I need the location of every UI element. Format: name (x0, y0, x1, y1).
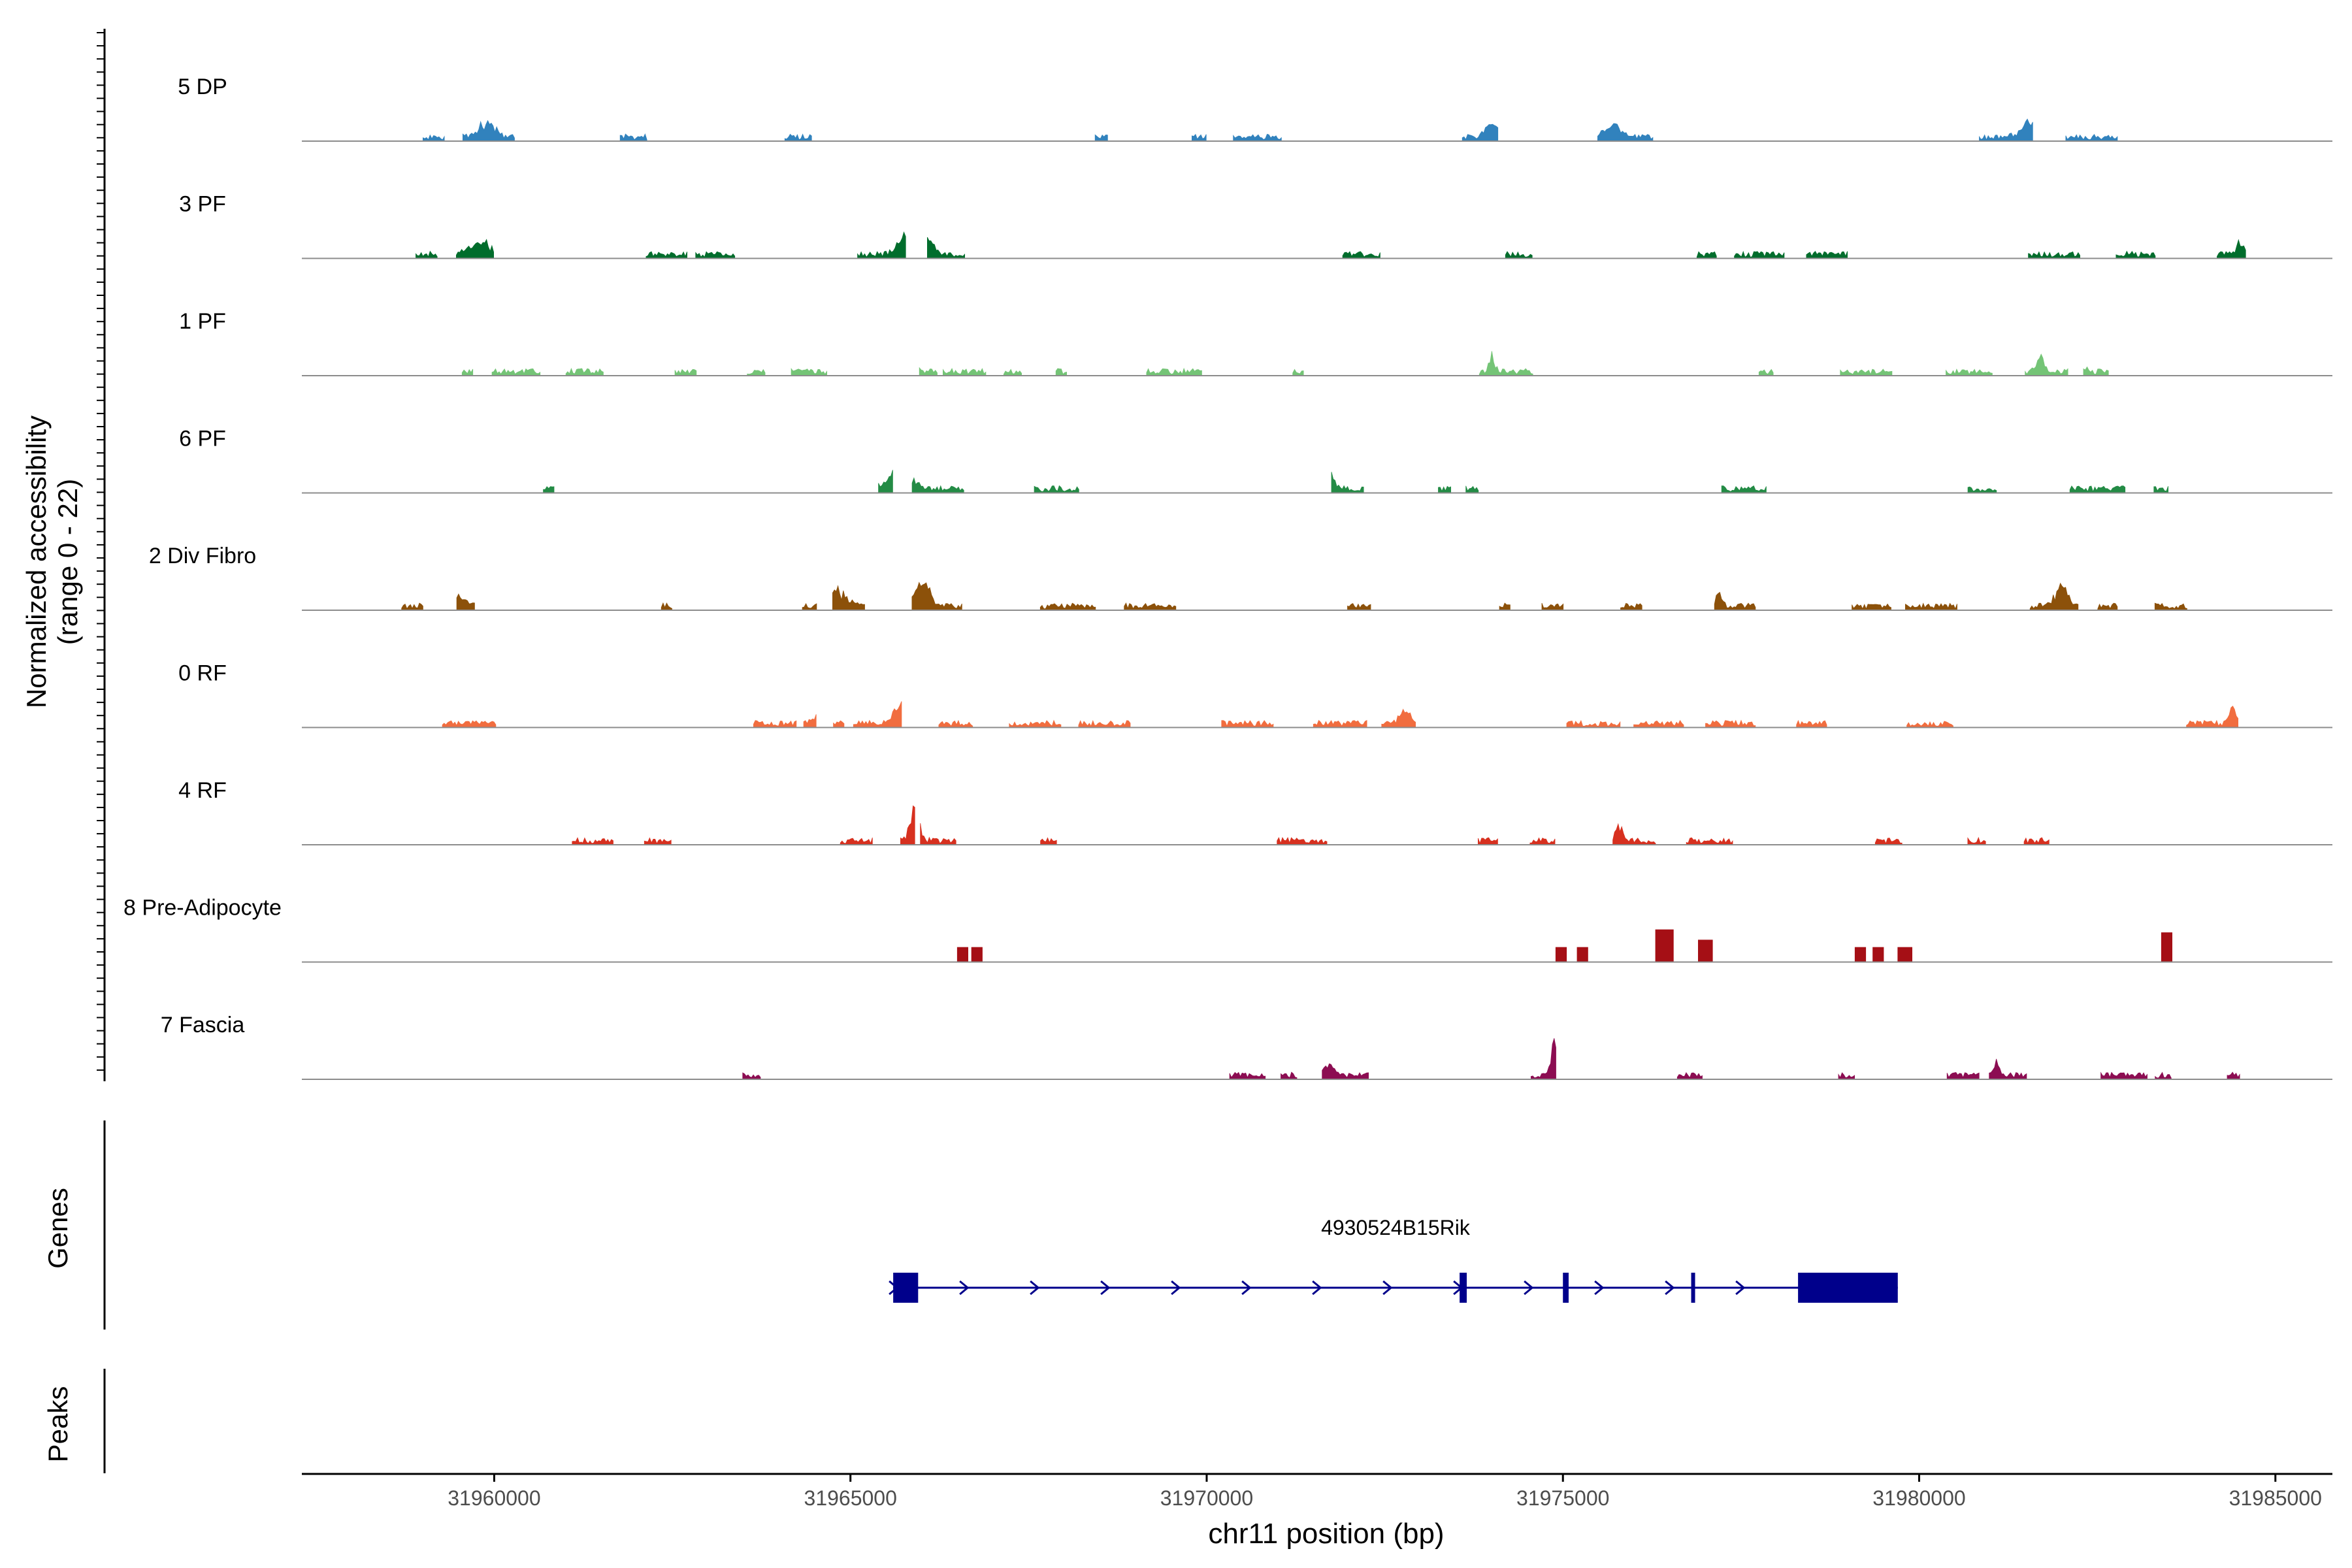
x-tick-label: 31985000 (2229, 1486, 2322, 1510)
track-label: 3 PF (179, 192, 226, 217)
coverage-area (402, 583, 2187, 611)
gene-model: 4930524B15Rik (889, 1216, 1898, 1303)
track-label: 8 Pre-Adipocyte (123, 896, 282, 921)
gene-exon (1460, 1273, 1467, 1303)
coverage-plot: 5 DP 3 PF 1 PF 6 PF 2 Div Fibro 0 RF 4 RF 8 Pre… (0, 0, 2352, 1568)
gene-name: 4930524B15Rik (1321, 1216, 1471, 1239)
track-0-rf: 0 RF (178, 661, 2332, 728)
x-tick-label: 31970000 (1160, 1486, 1253, 1510)
track-2-div-fibro: 2 Div Fibro (149, 544, 2332, 610)
track-label: 0 RF (178, 661, 227, 686)
x-axis-label: chr11 position (bp) (1208, 1518, 1444, 1550)
track-label: 4 RF (178, 778, 227, 803)
peaks-panel-label: Peaks (42, 1386, 73, 1463)
gene-exon (1798, 1273, 1898, 1303)
track-label: 7 Fascia (161, 1013, 245, 1037)
track-5-dp: 5 DP (178, 74, 2332, 141)
coverage-area (572, 806, 2050, 845)
coverage-area (743, 1038, 2240, 1079)
track-label: 6 PF (179, 427, 226, 451)
x-tick-label: 31975000 (1516, 1486, 1609, 1510)
x-tick-label: 31960000 (448, 1486, 540, 1510)
track-label: 5 DP (178, 74, 227, 99)
track-8-pre-adipocyte: 8 Pre-Adipocyte (123, 896, 2332, 962)
gene-exon (1563, 1273, 1569, 1303)
coverage-area (442, 702, 2238, 728)
track-4-rf: 4 RF (178, 778, 2332, 845)
coverage-area (462, 351, 2108, 376)
coverage-area (416, 232, 2246, 258)
track-label: 2 Div Fibro (149, 544, 256, 568)
track-3-pf: 3 PF (179, 192, 2332, 259)
track-label: 1 PF (179, 309, 226, 334)
x-tick-label: 31980000 (1872, 1486, 1965, 1510)
genes-panel-label: Genes (42, 1188, 73, 1269)
coverage-area (957, 930, 2172, 962)
y-axis-label-range: (range 0 - 22) (52, 479, 83, 645)
track-7-fascia: 7 Fascia (161, 1013, 2332, 1079)
gene-exon (893, 1273, 918, 1303)
tracks-layer: 5 DP 3 PF 1 PF 6 PF 2 Div Fibro 0 RF 4 RF 8 Pre… (123, 74, 2332, 1303)
track-1-pf: 1 PF (179, 309, 2332, 376)
x-tick-label: 31965000 (804, 1486, 897, 1510)
y-axis-label: Normalized accessibility (21, 416, 52, 708)
coverage-area (544, 470, 2168, 493)
coverage-area (423, 119, 2117, 141)
track-6-pf: 6 PF (179, 427, 2332, 493)
